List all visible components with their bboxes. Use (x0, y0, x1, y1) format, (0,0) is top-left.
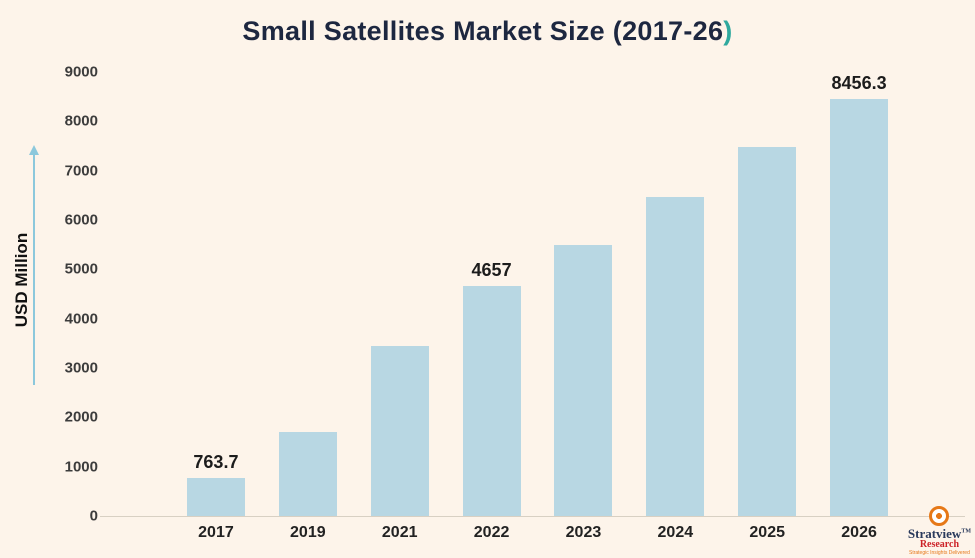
bar (646, 196, 705, 516)
bar (462, 286, 521, 516)
x-axis-tick-label: 2022 (473, 524, 510, 541)
bar (278, 432, 337, 516)
x-axis-labels: 2017 2019 2021 2022 2023 2024 2025 2026 (170, 524, 905, 542)
y-tick-label: 8000 (64, 112, 98, 130)
bar-column (721, 72, 813, 516)
bar-column: 763.7 (170, 72, 262, 516)
y-axis-ticks: 0 1000 2000 3000 4000 5000 6000 7000 8000 9000 (40, 64, 98, 525)
x-axis-tick-label: 2019 (290, 524, 326, 541)
x-axis-tick-label: 2025 (749, 524, 785, 541)
bar-column (629, 72, 721, 516)
brand-target-icon (929, 505, 950, 526)
bar (370, 345, 429, 516)
y-tick-label: 6000 (64, 211, 98, 229)
y-axis-title: USD Million (12, 232, 31, 328)
x-axis-tick-label: 2026 (841, 524, 877, 541)
x-axis-tick-label: 2024 (657, 524, 694, 541)
bar (738, 147, 797, 516)
brand-name-text: Stratview (907, 525, 962, 541)
bar-column (262, 72, 354, 516)
chart-title-suffix: ) (723, 16, 733, 46)
brand-tagline: Strategic Insights Delivered (909, 549, 970, 556)
y-tick-label: 4000 (64, 310, 98, 328)
y-tick-label: 5000 (64, 260, 98, 278)
y-tick-label: 2000 (64, 408, 98, 426)
chart-title-text: Small Satellites Market Size (2017-26 (242, 16, 724, 46)
brand-tm: TM (961, 528, 971, 535)
bar-value-label: 763.7 (193, 452, 239, 473)
x-axis-tick-label: 2017 (198, 524, 234, 541)
brand-name: StratviewTM (907, 525, 971, 541)
bar (554, 245, 613, 516)
x-axis-tick-label: 2021 (381, 524, 418, 541)
y-tick-label: 3000 (64, 359, 98, 377)
plot-area: 763.7 4657 8456.3 (170, 72, 905, 516)
y-tick-label: 1000 (64, 458, 98, 476)
bar-value-label: 4657 (471, 260, 512, 281)
bar-column: 4657 (446, 72, 538, 516)
bar-value-label: 8456.3 (831, 72, 887, 93)
bars-area: 763.7 4657 8456.3 (170, 72, 905, 516)
y-tick-label: 0 (89, 507, 98, 525)
y-tick-label: 7000 (64, 162, 98, 180)
bar-column: 8456.3 (813, 72, 905, 516)
chart-title: Small Satellites Market Size (2017-26) (0, 16, 975, 47)
bar-column (354, 72, 446, 516)
y-tick-label: 9000 (64, 63, 98, 81)
x-axis-baseline (100, 516, 965, 517)
bar (186, 478, 245, 516)
brand-sub: Research (919, 539, 960, 551)
bar-column (538, 72, 630, 516)
x-axis-tick-label: 2023 (565, 524, 602, 541)
bar (830, 98, 889, 516)
y-axis-arrow-icon (29, 145, 39, 385)
brand-logo: StratviewTM Research Strategic Insights … (907, 505, 971, 556)
